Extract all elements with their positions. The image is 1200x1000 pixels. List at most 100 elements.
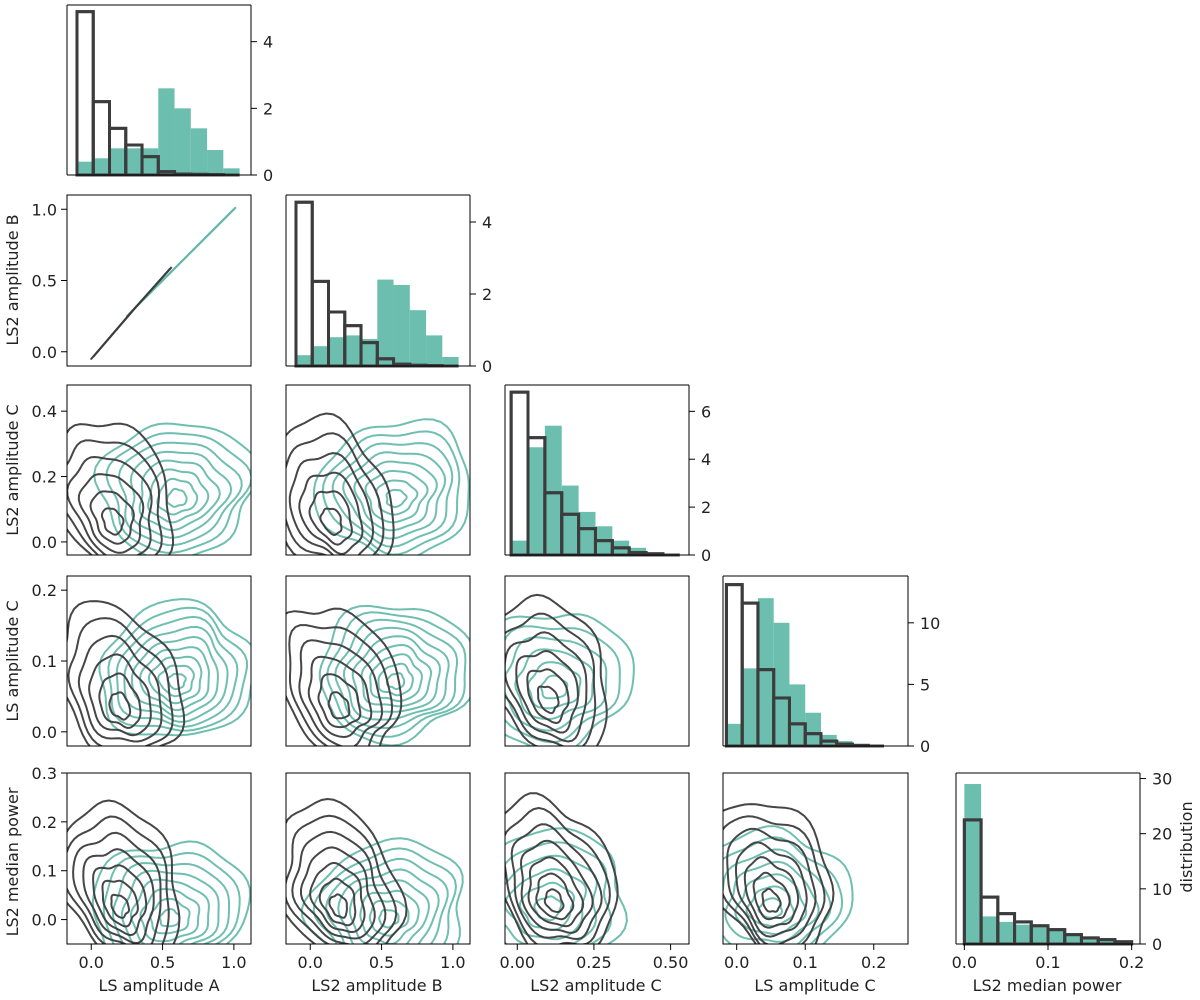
kde-contour-teal (348, 879, 430, 944)
y-tick-label: 0.2 (32, 581, 57, 600)
kde-contour-teal (519, 881, 575, 931)
diag-y-tick-label: 2 (482, 285, 492, 304)
kde-contour-gray (286, 798, 408, 944)
corner-plot-panels: 0240240246051001020300.00.51.00.00.20.40… (32, 4, 1172, 972)
kde-contour-teal (342, 626, 450, 721)
panel-frame (285, 575, 471, 747)
kde-contour-gray (510, 823, 603, 940)
hist-bar-teal (312, 346, 329, 366)
diag-panel-1: 0 2 4 (285, 194, 492, 376)
hist-bar-teal (1098, 940, 1115, 944)
kde-contour-teal (505, 854, 598, 944)
kde-contour-teal (156, 477, 199, 516)
x-tick-label: 0.50 (653, 953, 689, 972)
x-tick-label: 0.0 (79, 953, 104, 972)
hist-bar-teal (997, 921, 1015, 944)
hist-bar-gray (294, 200, 314, 368)
x-axis-label-col-4: LS2 median power (973, 976, 1122, 995)
kde-contour-gray (288, 624, 394, 746)
diag-y-tick-label: 0 (701, 546, 711, 565)
kde-contour-gray (77, 473, 145, 554)
kde-contour-gray (520, 839, 594, 934)
hist-bar-teal (142, 148, 159, 175)
x-tick-label: 0.0 (724, 953, 749, 972)
hist-bar-teal (174, 108, 191, 175)
kde-contour-gray (723, 803, 835, 944)
kde-contour-teal (102, 852, 241, 944)
panel-frame (722, 772, 909, 945)
kde-contour-gray (735, 841, 808, 938)
hist-bar-teal (757, 598, 774, 746)
contour-layer (286, 604, 470, 746)
hist-bar-teal (393, 285, 410, 366)
kde-contour-teal (312, 847, 457, 944)
x-axis-label-col-0: LS amplitude A (98, 976, 219, 995)
hist-bar-gray (724, 583, 744, 748)
diag-y-tick-label: 0 (1152, 935, 1162, 954)
kde-contour-teal (375, 479, 419, 516)
panel-frame (285, 384, 471, 556)
kde-contour-teal (359, 889, 420, 944)
kde-contour-gray (286, 412, 395, 555)
hist-bar-teal (190, 128, 208, 175)
x-axis-label-col-2: LS2 amplitude C (530, 976, 661, 995)
kde-contour-teal (129, 878, 210, 944)
kde-contour-gray (110, 893, 130, 919)
pair-panel-r4-c0: 0.0 0.1 0.2 0.3 0.0 0.5 1.0 (32, 764, 252, 972)
pair-panel-r4-c1: 0.0 0.5 1.0 (285, 772, 471, 972)
hist-bar-teal (1014, 924, 1032, 944)
kde-contour-teal (360, 644, 432, 708)
kde-contour-gray (72, 831, 162, 944)
diag-panel-0: 0 2 4 (66, 4, 273, 185)
x-tick-label: 0.2 (861, 953, 886, 972)
panel-frame (66, 384, 252, 556)
kde-contour-teal (159, 908, 181, 928)
contour-layer (286, 798, 464, 944)
kde-contour-gray (761, 887, 782, 913)
diag-y-tick-label: 4 (263, 33, 273, 52)
hist-bar-teal (561, 485, 579, 555)
kde-contour-gray (505, 593, 608, 746)
kde-contour-gray (291, 830, 387, 944)
kde-contour-teal (321, 430, 461, 555)
hist-bar-teal (1081, 938, 1099, 944)
hist-bar-teal (528, 447, 545, 555)
panel-frame (504, 772, 690, 945)
hist-bar-teal (76, 161, 94, 175)
y-tick-label: 0.5 (32, 272, 57, 291)
kde-contour-gray (726, 827, 817, 944)
diag-y-tick-label: 6 (701, 402, 711, 421)
kde-contour-gray (101, 879, 139, 928)
pair-panel-r3-c1 (285, 575, 471, 747)
hist-bar-teal (805, 712, 821, 746)
hist-bar-teal (964, 784, 982, 944)
hist-bar-teal (511, 540, 528, 555)
kde-contour-teal (300, 837, 464, 944)
kde-contour-gray (298, 639, 383, 746)
kde-contour-gray (308, 490, 353, 546)
pair-panel-r1-c0: 0.0 0.5 1.0 (32, 194, 252, 367)
kde-contour-teal (120, 869, 220, 944)
kde-contour-gray (505, 807, 611, 944)
kde-contour-gray (309, 861, 366, 933)
kde-contour-gray (535, 872, 575, 921)
hist-bar-teal (295, 355, 313, 366)
kde-contour-teal (351, 635, 441, 713)
kde-contour-gray (318, 877, 357, 927)
hist-bar-teal (93, 158, 110, 175)
kde-contour-gray (108, 691, 132, 721)
kde-contour-teal (157, 664, 195, 698)
contour-layer (723, 803, 854, 944)
diag-y-tick-label: 10 (1152, 880, 1172, 899)
hist-bar-teal (442, 357, 459, 366)
diag-x-axis-4: 0.0 0.1 0.2 (952, 944, 1144, 972)
panel-frame (504, 575, 690, 747)
kde-contour-gray (67, 422, 175, 555)
kde-contour-gray (515, 650, 579, 734)
x-axis-label-col-1: LS2 amplitude B (311, 976, 442, 995)
pair-panel-r3-c2 (504, 575, 690, 747)
pair-panel-r2-c1 (285, 384, 471, 556)
panel-frame (66, 772, 252, 945)
kde-contour-teal (325, 857, 449, 944)
kde-contour-teal (337, 868, 440, 944)
